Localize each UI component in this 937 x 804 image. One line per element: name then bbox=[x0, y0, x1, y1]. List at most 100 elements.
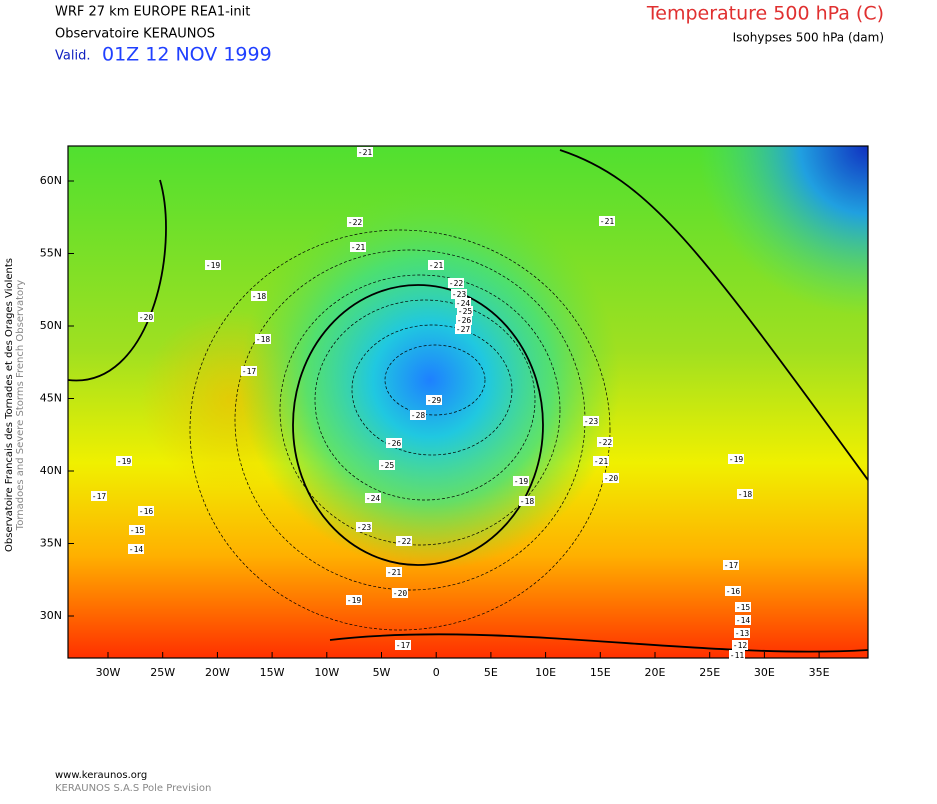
contour-label: -22 bbox=[598, 438, 613, 447]
lon-label: 0 bbox=[433, 666, 440, 679]
site: www.keraunos.org bbox=[55, 770, 147, 781]
contour-label: -15 bbox=[130, 526, 145, 535]
contour-label: -12 bbox=[733, 641, 748, 650]
contour-label-box bbox=[455, 324, 471, 334]
contour-label-box bbox=[728, 454, 744, 464]
lon-label: 20E bbox=[645, 666, 666, 679]
side-text-en: Tornadoes and Severe Storms French Obser… bbox=[15, 280, 26, 531]
contour-label: -14 bbox=[736, 616, 751, 625]
contour-label-box bbox=[451, 289, 467, 299]
lon-label: 30W bbox=[96, 666, 121, 679]
contour-label-box bbox=[599, 216, 615, 226]
contour-label-box bbox=[735, 602, 751, 612]
contour-label: -22 bbox=[348, 218, 363, 227]
contour-label-box bbox=[346, 595, 362, 605]
contour-label-box bbox=[597, 437, 613, 447]
map-frame bbox=[67, 145, 869, 659]
contour-label: -21 bbox=[429, 261, 444, 270]
contour-label: -23 bbox=[357, 523, 372, 532]
contour-label-box bbox=[593, 456, 609, 466]
contour-label-box bbox=[456, 315, 472, 325]
contour-label: -14 bbox=[129, 545, 144, 554]
lon-label: 20W bbox=[205, 666, 230, 679]
contour-label-box bbox=[603, 473, 619, 483]
contour-label: -23 bbox=[452, 290, 467, 299]
contour-label: -22 bbox=[449, 279, 464, 288]
temperature-field bbox=[68, 146, 868, 658]
contour-label-box bbox=[395, 640, 411, 650]
contour-label-box bbox=[734, 628, 750, 638]
lat-label: 50N bbox=[40, 319, 62, 332]
side-text: Observatoire Francais des Tornades et de… bbox=[4, 258, 15, 552]
contour-label-box bbox=[457, 306, 473, 316]
contour-label-box bbox=[725, 586, 741, 596]
contour-label-box bbox=[251, 291, 267, 301]
contour-label: -17 bbox=[242, 367, 257, 376]
valid-time: 01Z 12 NOV 1999 bbox=[102, 44, 272, 66]
contour-label-box bbox=[379, 460, 395, 470]
contour-label: -19 bbox=[206, 261, 221, 270]
contour-label: -21 bbox=[594, 457, 609, 466]
contour-label: -18 bbox=[252, 292, 267, 301]
contour-label-box bbox=[91, 491, 107, 501]
lon-label: 15E bbox=[590, 666, 611, 679]
contour-label-box bbox=[205, 260, 221, 270]
lon-label: 25W bbox=[150, 666, 175, 679]
contour-label: -22 bbox=[397, 537, 412, 546]
lat-label: 30N bbox=[40, 609, 62, 622]
contour-label: -15 bbox=[736, 603, 751, 612]
contour-label: -24 bbox=[366, 494, 381, 503]
lon-label: 30E bbox=[754, 666, 775, 679]
model: WRF 27 km EUROPE REA1-init bbox=[55, 5, 250, 20]
contour-label: -21 bbox=[387, 568, 402, 577]
contour-label: -23 bbox=[584, 417, 599, 426]
contour-label: -21 bbox=[600, 217, 615, 226]
source: Observatoire KERAUNOS bbox=[55, 27, 215, 42]
contour-label: -18 bbox=[738, 490, 753, 499]
contour-label-box bbox=[365, 493, 381, 503]
contour-label-box bbox=[428, 260, 444, 270]
contour-label-box bbox=[356, 522, 372, 532]
lat-label: 35N bbox=[40, 537, 62, 550]
field-title: Temperature 500 hPa (C) bbox=[646, 3, 884, 25]
contour-label-box bbox=[241, 366, 257, 376]
contour-label-box bbox=[350, 242, 366, 252]
contour-label: -13 bbox=[735, 629, 750, 638]
contour-label-box bbox=[392, 588, 408, 598]
lon-label: 15W bbox=[260, 666, 285, 679]
lat-label: 55N bbox=[40, 247, 62, 260]
contour-label: -25 bbox=[458, 307, 473, 316]
contour-label: -20 bbox=[604, 474, 619, 483]
contour-label: -16 bbox=[726, 587, 741, 596]
contour-label-box bbox=[729, 650, 745, 660]
contour-label: -18 bbox=[256, 335, 271, 344]
lat-label: 60N bbox=[40, 174, 62, 187]
contour-label-box bbox=[128, 544, 144, 554]
contour-label-box bbox=[255, 334, 271, 344]
contour-label-box bbox=[129, 525, 145, 535]
contour-label: -19 bbox=[729, 455, 744, 464]
contour-label: -20 bbox=[139, 313, 154, 322]
ticks bbox=[68, 180, 820, 658]
lon-label: 5E bbox=[484, 666, 498, 679]
contour-label: -24 bbox=[456, 299, 471, 308]
contour-label: -28 bbox=[411, 411, 426, 420]
company: KERAUNOS S.A.S Pole Prevision bbox=[55, 783, 211, 794]
contour-label-box bbox=[426, 395, 442, 405]
contour-label-box bbox=[737, 489, 753, 499]
contour-label-box bbox=[396, 536, 412, 546]
contour-label-box bbox=[519, 496, 535, 506]
contour-label-box bbox=[732, 640, 748, 650]
contour-label: -26 bbox=[457, 316, 472, 325]
contour-label: -19 bbox=[514, 477, 529, 486]
contour-label-box bbox=[410, 410, 426, 420]
contour-label: -25 bbox=[380, 461, 395, 470]
contour-label-box bbox=[386, 438, 402, 448]
contour-label-box bbox=[116, 456, 132, 466]
contour-label: -21 bbox=[358, 148, 373, 157]
lat-label: 45N bbox=[40, 392, 62, 405]
contour-label: -16 bbox=[139, 507, 154, 516]
contour-title: Isohypses 500 hPa (dam) bbox=[733, 31, 884, 45]
